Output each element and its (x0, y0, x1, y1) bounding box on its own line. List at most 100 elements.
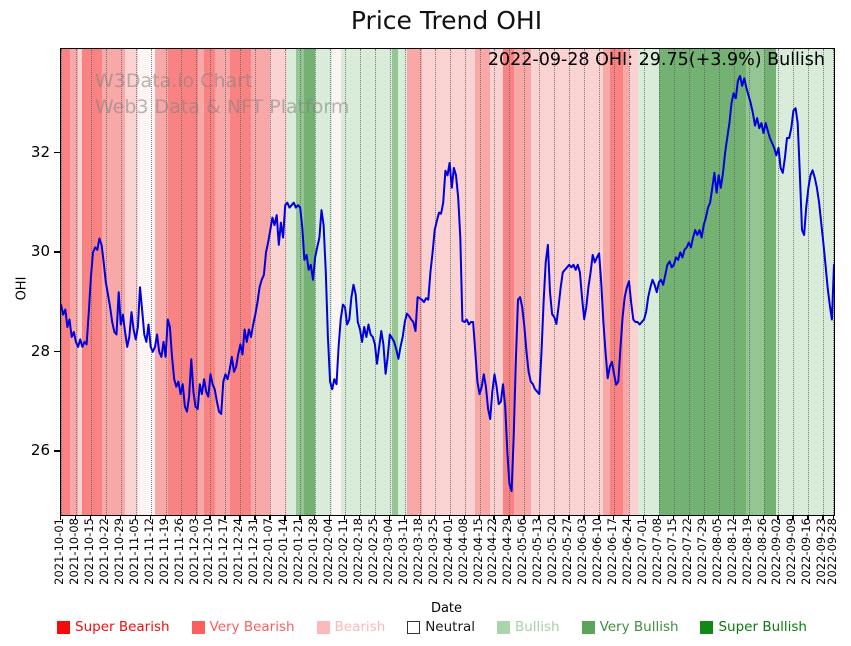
x-tick-label: 2022-09-09 (784, 518, 799, 585)
gridline (494, 49, 496, 515)
sentiment-band-bullish (776, 49, 834, 515)
sentiment-band-bearish (629, 49, 638, 515)
sentiment-band-bullish (315, 49, 333, 515)
x-tick-mark (628, 515, 630, 520)
x-tick-label: 2022-02-18 (350, 518, 365, 585)
x-tick-mark (792, 515, 794, 520)
gridline (449, 49, 451, 515)
sentiment-band-bearish (125, 49, 138, 515)
gridline (808, 49, 810, 515)
x-tick-label: 2022-07-29 (694, 518, 709, 585)
sentiment-band-super_bullish (763, 49, 777, 515)
x-tick-label: 2022-07-15 (664, 518, 679, 585)
x-tick-label: 2021-10-15 (81, 518, 96, 585)
x-tick-label: 2022-01-21 (291, 518, 306, 585)
gridline (150, 49, 152, 515)
x-tick-mark (478, 515, 480, 520)
sentiment-band-super_bearish (82, 49, 102, 515)
x-tick-mark (493, 515, 495, 520)
sentiment-band-very_bearish (406, 49, 422, 515)
x-tick-mark (657, 515, 660, 520)
sentiment-band-very_bearish (69, 49, 79, 515)
sentiment-band-super_bearish (609, 49, 623, 515)
gridline (300, 49, 302, 515)
x-tick-label: 2022-07-22 (679, 518, 694, 585)
x-tick-label: 2021-12-31 (246, 518, 261, 585)
legend-swatch (191, 620, 205, 634)
x-tick-mark (777, 515, 779, 520)
legend-swatch (581, 620, 595, 634)
x-tick-label: 2022-06-17 (605, 518, 620, 585)
x-tick-mark (833, 515, 835, 520)
x-tick-mark (299, 515, 301, 520)
plot-area (60, 48, 835, 516)
x-tick-mark (358, 515, 361, 520)
sentiment-band-bullish (287, 49, 296, 515)
x-tick-mark (807, 515, 809, 520)
x-tick-mark (598, 515, 600, 520)
x-tick-label: 2022-04-22 (485, 518, 500, 585)
x-tick-mark (732, 515, 735, 520)
price-line-chart (61, 74, 834, 493)
x-tick-label: 2022-03-04 (380, 518, 395, 585)
x-tick-mark (538, 515, 540, 520)
x-tick-label: 2022-03-11 (395, 518, 410, 585)
gridline (240, 49, 242, 515)
legend-item-very-bearish: Very Bearish (191, 619, 295, 635)
x-tick-mark (149, 515, 152, 520)
sentiment-band-very_bearish (197, 49, 205, 515)
x-tick-label: 2022-01-07 (261, 518, 276, 585)
sentiment-band-super_bearish (61, 49, 70, 515)
sentiment-band-bullish (637, 49, 659, 515)
gridline (763, 49, 765, 515)
gridline (374, 49, 376, 515)
x-tick-mark (224, 515, 226, 520)
legend-label: Bearish (334, 619, 386, 635)
x-tick-label: 2022-06-03 (575, 518, 590, 585)
gridline (285, 49, 287, 515)
sentiment-band-very_bearish (622, 49, 629, 515)
legend-swatch (407, 620, 421, 634)
x-tick-mark (179, 515, 181, 520)
latest-value-annotation: 2022-09-28 OHI: 29.75(+3.9%) Bullish (487, 50, 825, 70)
watermark-line-1: W3Data.io Chart (95, 70, 253, 92)
x-tick-label: 2021-12-10 (201, 518, 216, 585)
sentiment-band-super_bullish (304, 49, 316, 515)
x-tick-label: 2022-04-08 (455, 518, 470, 585)
x-tick-label: 2021-11-12 (141, 518, 156, 585)
gridline (75, 49, 77, 515)
sentiment-band-very_bullish (391, 49, 399, 515)
gridline (778, 49, 780, 515)
x-tick-mark (344, 515, 346, 520)
x-tick-label: 2021-11-26 (171, 518, 186, 585)
gridline (61, 49, 62, 515)
sentiment-band-neutral (137, 49, 155, 515)
sentiment-band-bearish (78, 49, 83, 515)
gridline (733, 49, 735, 515)
x-tick-mark (822, 515, 824, 520)
gridline (673, 49, 675, 515)
sentiment-band-super_bearish (167, 49, 198, 515)
x-tick-label: 2022-07-08 (649, 518, 664, 585)
gridline (509, 49, 511, 515)
x-tick-mark (568, 515, 570, 520)
x-tick-mark (104, 515, 107, 520)
x-tick-mark (284, 515, 286, 520)
legend-swatch (316, 620, 330, 634)
x-tick-label: 2022-05-27 (560, 518, 575, 585)
x-tick-label: 2022-05-06 (515, 518, 530, 585)
gridline (524, 49, 526, 515)
x-tick-mark (687, 515, 690, 520)
x-tick-label: 2022-08-19 (739, 518, 754, 585)
x-tick-mark (254, 515, 256, 520)
sentiment-band-super_bearish (204, 49, 215, 515)
watermark-line-2: Web3 Data & NFT Platform (95, 96, 350, 118)
gridline (569, 49, 571, 515)
gridline (703, 49, 705, 515)
sentiment-band-super_bearish (503, 49, 514, 515)
gridline (718, 49, 720, 515)
gridline (584, 49, 586, 515)
x-tick-label: 2022-03-25 (425, 518, 440, 585)
x-tick-mark (74, 515, 77, 520)
